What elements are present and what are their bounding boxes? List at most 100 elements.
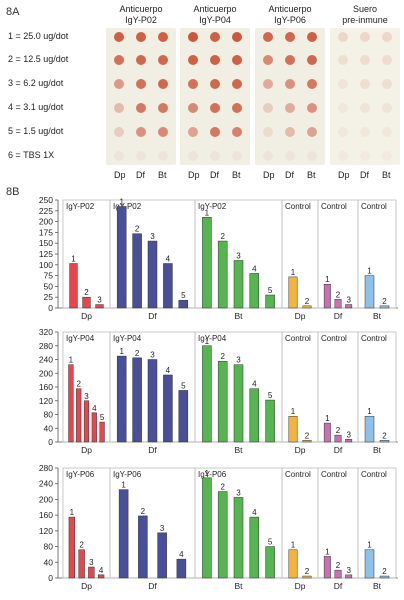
blot-dot bbox=[188, 79, 198, 89]
blot-dot bbox=[136, 32, 146, 42]
bar-label: 2 bbox=[336, 426, 341, 435]
group-box bbox=[357, 199, 397, 309]
bar bbox=[364, 275, 375, 309]
bar bbox=[138, 515, 148, 579]
bar-label: 5 bbox=[268, 286, 273, 295]
y-tick-label: 225 bbox=[39, 206, 53, 216]
blot-dot bbox=[210, 127, 220, 137]
y-tick-label: 125 bbox=[39, 249, 53, 259]
blot-dot bbox=[210, 79, 220, 89]
bar-label: 1 bbox=[71, 255, 76, 264]
bar-label: 1 bbox=[325, 547, 330, 556]
blot-dot bbox=[382, 103, 392, 113]
bar bbox=[83, 400, 90, 443]
blot-dot bbox=[360, 127, 370, 137]
y-tick-label: 160 bbox=[39, 382, 53, 392]
bar bbox=[217, 491, 228, 579]
y-tick-label: 0 bbox=[48, 573, 53, 583]
blot-dot bbox=[114, 127, 124, 137]
y-tick-label: 200 bbox=[39, 494, 53, 504]
y-tick-label: 0 bbox=[48, 303, 53, 313]
bar bbox=[364, 549, 375, 579]
bar-label: 1 bbox=[119, 347, 124, 356]
bar bbox=[233, 497, 244, 579]
blot-dot bbox=[114, 103, 124, 113]
bar-label: 1 bbox=[367, 267, 372, 276]
y-tick-label: 0 bbox=[48, 437, 53, 447]
bar-label: 5 bbox=[268, 538, 273, 547]
membrane-column-label: Bt bbox=[307, 170, 316, 180]
bar bbox=[364, 415, 375, 443]
bar-label: 4 bbox=[166, 255, 171, 264]
bar-label: 3 bbox=[236, 356, 241, 365]
bar bbox=[323, 422, 331, 443]
bar bbox=[379, 440, 390, 443]
blot-dot bbox=[360, 32, 370, 42]
blot-dot bbox=[158, 32, 168, 42]
blot-dot bbox=[114, 79, 124, 89]
y-tick-label: 240 bbox=[39, 355, 53, 365]
bar-label: 4 bbox=[92, 404, 97, 413]
bar bbox=[345, 574, 353, 579]
bar-label: 2 bbox=[382, 297, 387, 306]
membrane-column-label: Bt bbox=[158, 170, 167, 180]
blot-dot bbox=[360, 55, 370, 65]
blot-dot bbox=[285, 103, 295, 113]
bar-label: 1 bbox=[367, 407, 372, 416]
blot-dot bbox=[338, 55, 348, 65]
bar-label: 5 bbox=[268, 391, 273, 400]
bar-label: 5 bbox=[181, 291, 186, 300]
bar-label: 2 bbox=[135, 349, 140, 358]
bar bbox=[217, 360, 228, 443]
bar-label: 4 bbox=[252, 508, 257, 517]
blot-dot bbox=[210, 103, 220, 113]
group-header: Control bbox=[285, 334, 311, 343]
membrane-title: Anticuerpo IgY-P04 bbox=[193, 4, 237, 25]
bar bbox=[99, 421, 105, 443]
bar bbox=[288, 276, 298, 309]
bar-label: 1 bbox=[70, 508, 75, 517]
group-header: Control bbox=[361, 470, 387, 479]
y-tick-label: 200 bbox=[39, 368, 53, 378]
blot-dot bbox=[263, 127, 273, 137]
bar-chart-igy-p02: 0255075100125150175200225250IgY-P02Dp123… bbox=[39, 195, 398, 321]
group-header: Control bbox=[321, 470, 347, 479]
bar bbox=[379, 305, 390, 309]
blot-dot bbox=[360, 151, 370, 161]
panel-b-label: 8B bbox=[6, 186, 20, 198]
bar-label: 2 bbox=[220, 352, 225, 361]
bar-label: 2 bbox=[305, 297, 310, 306]
bar-label: 4 bbox=[166, 366, 171, 375]
bar bbox=[288, 549, 298, 579]
blot-dot bbox=[188, 32, 198, 42]
blot-dot bbox=[285, 32, 295, 42]
bar-label: 2 bbox=[76, 380, 81, 389]
x-group-label: Dp bbox=[81, 445, 92, 455]
x-group-label: Dp bbox=[81, 581, 92, 591]
bar-label: 2 bbox=[336, 561, 341, 570]
bar bbox=[249, 388, 260, 443]
bar bbox=[91, 412, 97, 443]
bar-label: 3 bbox=[236, 251, 241, 260]
y-tick-label: 50 bbox=[44, 281, 54, 291]
blot-dot bbox=[188, 55, 198, 65]
x-group-label: Dp bbox=[295, 311, 306, 321]
bar-label: 2 bbox=[382, 567, 387, 576]
blot-dot bbox=[263, 103, 273, 113]
bar bbox=[69, 263, 78, 309]
y-tick-label: 120 bbox=[39, 526, 53, 536]
group-box bbox=[357, 467, 397, 579]
x-group-label: Df bbox=[334, 445, 343, 455]
group-header: Control bbox=[361, 334, 387, 343]
bar bbox=[323, 283, 331, 309]
blot-dot bbox=[136, 79, 146, 89]
x-group-label: Dp bbox=[295, 581, 306, 591]
blot-dot bbox=[307, 103, 317, 113]
membrane-column-label: Df bbox=[136, 170, 145, 180]
bar bbox=[82, 296, 91, 309]
group-header: IgY-P02 bbox=[113, 202, 142, 211]
y-tick-label: 280 bbox=[39, 463, 53, 473]
bar bbox=[345, 439, 353, 443]
blot-dot bbox=[307, 151, 317, 161]
membrane-column-label: Dp bbox=[188, 170, 200, 180]
